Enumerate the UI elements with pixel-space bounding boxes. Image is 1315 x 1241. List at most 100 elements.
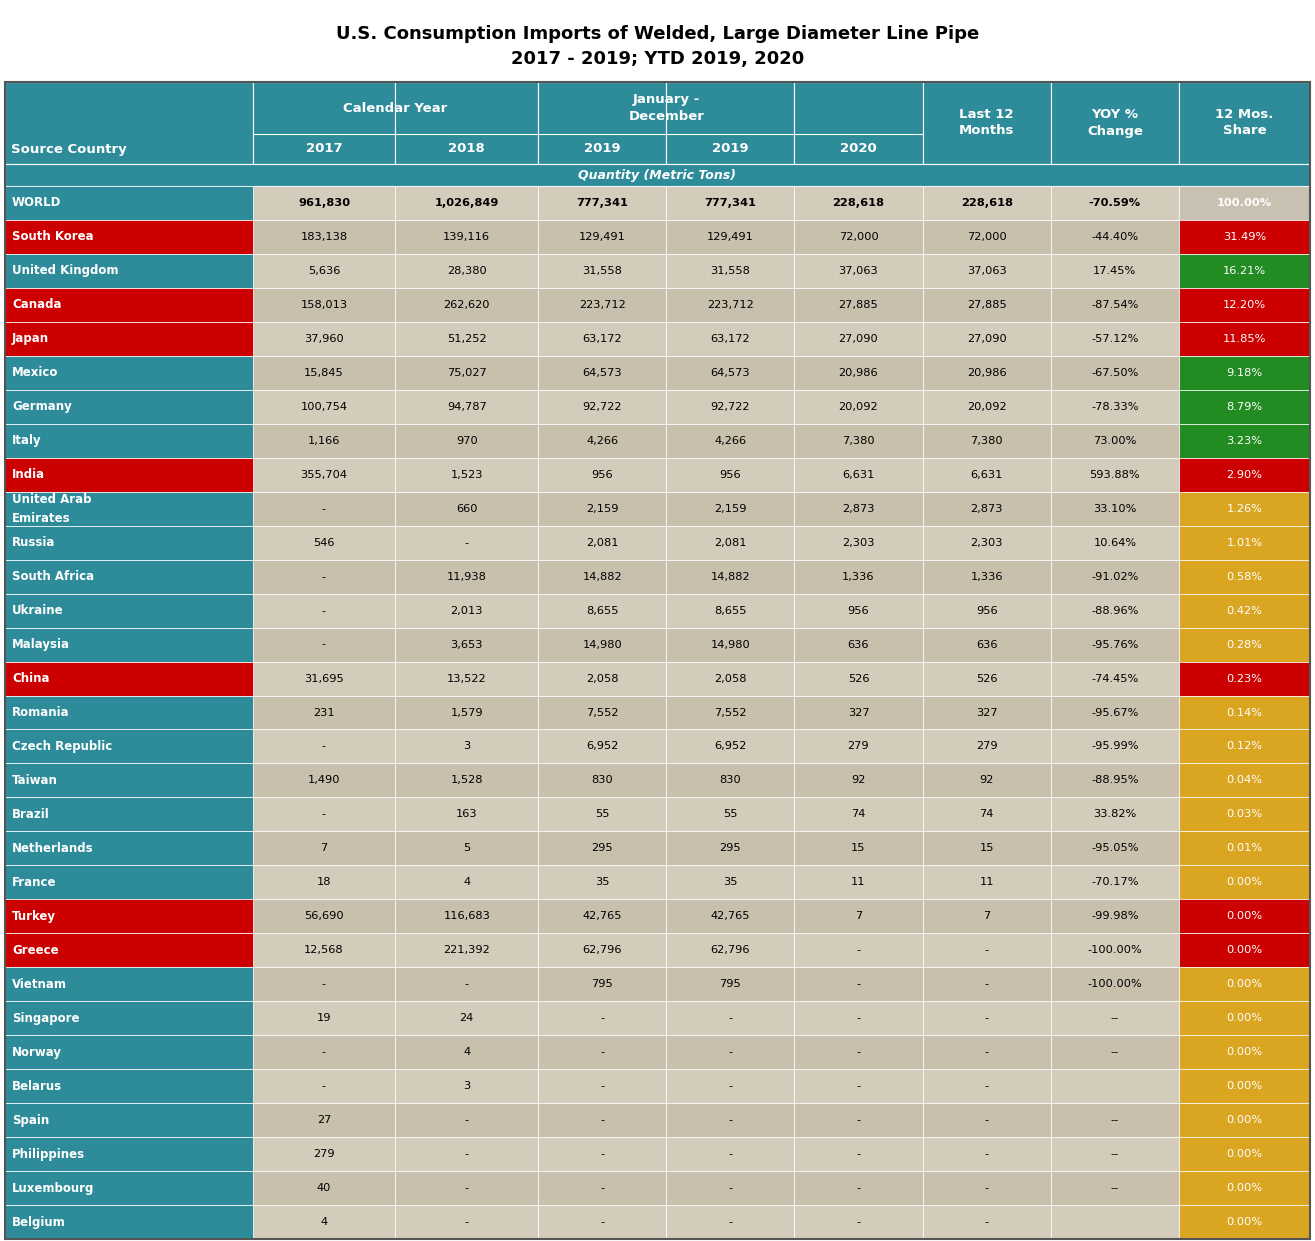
Bar xyxy=(252,288,396,321)
Bar xyxy=(396,82,538,164)
Text: 100,754: 100,754 xyxy=(300,402,347,412)
Bar xyxy=(667,1035,794,1070)
Bar xyxy=(1180,661,1310,695)
Bar xyxy=(667,288,794,321)
Bar xyxy=(794,1035,923,1070)
Text: 4: 4 xyxy=(463,877,471,887)
Bar xyxy=(396,390,538,423)
Bar xyxy=(794,1137,923,1172)
Text: 2017 - 2019; YTD 2019, 2020: 2017 - 2019; YTD 2019, 2020 xyxy=(510,50,805,68)
Bar xyxy=(1051,423,1180,458)
Text: --: -- xyxy=(1111,1183,1119,1193)
Text: -: - xyxy=(600,1013,604,1024)
Bar xyxy=(794,831,923,865)
Bar xyxy=(1051,730,1180,763)
Text: 20,986: 20,986 xyxy=(839,367,878,377)
Bar xyxy=(538,1137,667,1172)
Text: -: - xyxy=(729,1217,732,1227)
Text: Romania: Romania xyxy=(12,706,70,719)
Bar xyxy=(396,458,538,491)
Text: 231: 231 xyxy=(313,707,335,717)
Bar xyxy=(667,186,794,220)
Bar xyxy=(667,593,794,628)
Bar xyxy=(667,865,794,900)
Text: 2020: 2020 xyxy=(840,143,877,155)
Bar xyxy=(667,458,794,491)
Text: -: - xyxy=(600,1116,604,1126)
Text: Singapore: Singapore xyxy=(12,1011,79,1025)
Bar xyxy=(667,356,794,390)
Text: 31,558: 31,558 xyxy=(710,266,751,276)
Text: 158,013: 158,013 xyxy=(300,300,347,310)
Bar xyxy=(794,661,923,695)
Bar xyxy=(396,763,538,798)
Text: 355,704: 355,704 xyxy=(300,470,347,480)
Text: 0.00%: 0.00% xyxy=(1227,1013,1262,1024)
Text: 777,341: 777,341 xyxy=(576,199,629,208)
Text: -: - xyxy=(856,1116,860,1126)
Text: 17.45%: 17.45% xyxy=(1093,266,1136,276)
Text: 33.82%: 33.82% xyxy=(1093,809,1136,819)
Text: 956: 956 xyxy=(848,606,869,616)
Bar xyxy=(5,458,252,491)
Bar xyxy=(5,1172,252,1205)
Text: 546: 546 xyxy=(313,537,335,547)
Bar xyxy=(794,695,923,730)
Bar xyxy=(1051,390,1180,423)
Text: 72,000: 72,000 xyxy=(839,232,878,242)
Bar xyxy=(252,730,396,763)
Bar xyxy=(252,1172,396,1205)
Text: Canada: Canada xyxy=(12,298,62,311)
Text: 16.21%: 16.21% xyxy=(1223,266,1266,276)
Text: 14,980: 14,980 xyxy=(710,639,750,649)
Bar xyxy=(667,967,794,1001)
Text: 27,885: 27,885 xyxy=(967,300,1006,310)
Text: January -
December: January - December xyxy=(629,93,704,123)
Text: -: - xyxy=(729,1047,732,1057)
Text: 970: 970 xyxy=(456,436,477,446)
Bar xyxy=(667,390,794,423)
Text: 31.49%: 31.49% xyxy=(1223,232,1266,242)
Text: 31,558: 31,558 xyxy=(583,266,622,276)
Bar xyxy=(5,798,252,831)
Text: 40: 40 xyxy=(317,1183,331,1193)
Bar xyxy=(1180,390,1310,423)
Bar xyxy=(1051,763,1180,798)
Bar xyxy=(1180,798,1310,831)
Text: 4: 4 xyxy=(321,1217,327,1227)
Bar xyxy=(252,491,396,526)
Bar xyxy=(923,798,1051,831)
Text: 27: 27 xyxy=(317,1116,331,1126)
Text: 14,980: 14,980 xyxy=(583,639,622,649)
Text: --: -- xyxy=(1111,1116,1119,1126)
Text: 27,090: 27,090 xyxy=(839,334,878,344)
Text: -: - xyxy=(322,741,326,752)
Text: Turkey: Turkey xyxy=(12,910,57,923)
Bar xyxy=(794,865,923,900)
Bar xyxy=(923,491,1051,526)
Bar xyxy=(538,356,667,390)
Text: 74: 74 xyxy=(851,809,865,819)
Text: -: - xyxy=(985,1217,989,1227)
Text: Mexico: Mexico xyxy=(12,366,58,380)
Text: 2,873: 2,873 xyxy=(842,504,874,514)
Text: 3,653: 3,653 xyxy=(451,639,483,649)
Text: 0.04%: 0.04% xyxy=(1227,776,1262,786)
Bar xyxy=(538,560,667,593)
Bar xyxy=(252,390,396,423)
Text: 0.00%: 0.00% xyxy=(1227,1047,1262,1057)
Bar xyxy=(538,831,667,865)
Bar xyxy=(396,491,538,526)
Bar xyxy=(1051,661,1180,695)
Text: --: -- xyxy=(1111,1013,1119,1024)
Bar xyxy=(1051,356,1180,390)
Text: 221,392: 221,392 xyxy=(443,946,490,956)
Bar xyxy=(538,1035,667,1070)
Bar xyxy=(396,1001,538,1035)
Bar xyxy=(794,82,923,164)
Bar xyxy=(1051,695,1180,730)
Text: 0.00%: 0.00% xyxy=(1227,911,1262,921)
Bar xyxy=(5,186,252,220)
Text: 327: 327 xyxy=(848,707,869,717)
Text: Philippines: Philippines xyxy=(12,1148,85,1160)
